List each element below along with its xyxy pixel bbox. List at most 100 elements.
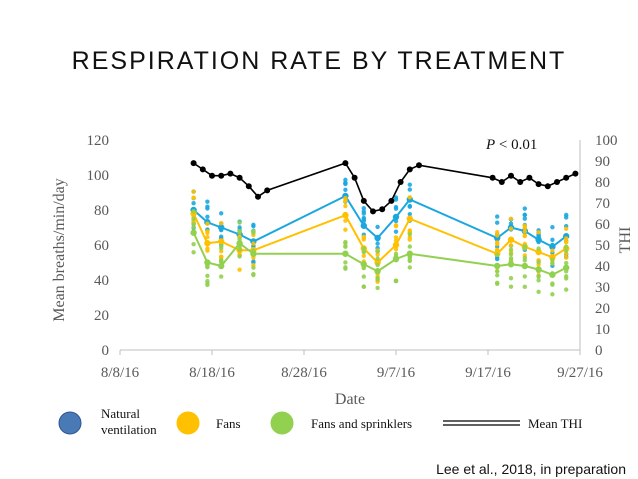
mean-point-mean-thi — [209, 172, 215, 179]
mean-point-natural-ventilation — [360, 222, 367, 229]
scatter-dot-fans-and-sprinklers — [251, 265, 256, 270]
x-tick-label: 8/8/16 — [101, 365, 140, 381]
scatter-dot-fans — [508, 226, 514, 231]
mean-point-natural-ventilation — [392, 213, 400, 221]
scatter-dot-fans-and-sprinklers — [393, 278, 399, 283]
scatter-dot-fans-and-sprinklers — [536, 246, 541, 251]
scatter-dot-fans-and-sprinklers — [219, 274, 224, 279]
legend-marker-fans-and-sprinklers — [270, 411, 294, 435]
scatter-dot-fans-and-sprinklers — [375, 262, 380, 268]
scatter-dot-fans — [343, 199, 348, 204]
y2-tick-label: 40 — [595, 259, 610, 275]
scatter-dot-fans-and-sprinklers — [205, 273, 210, 278]
scatter-dot-fans-and-sprinklers — [361, 249, 366, 254]
mean-point-fans-and-sprinklers — [374, 268, 381, 275]
mean-point-mean-thi — [563, 174, 570, 181]
y2-tick-label: 90 — [595, 154, 610, 170]
mean-point-fans-and-sprinklers — [190, 229, 197, 236]
mean-point-mean-thi — [535, 181, 542, 188]
x-tick-label: 9/27/16 — [557, 365, 603, 381]
scatter-dot-fans-and-sprinklers — [536, 289, 541, 295]
scatter-dot-fans — [522, 229, 527, 234]
x-axis-title: Date — [335, 391, 365, 408]
scatter-dot-fans — [564, 236, 569, 241]
legend-label-natural-ventilation: Natural ventilation — [101, 406, 157, 437]
scatter-dot-fans — [393, 235, 399, 240]
scatter-dot-fans — [407, 228, 412, 234]
mean-point-fans-and-sprinklers — [360, 261, 367, 268]
scatter-dot-fans — [564, 226, 569, 232]
scatter-dot-fans-and-sprinklers — [191, 250, 196, 255]
y2-tick-label: 20 — [595, 301, 610, 317]
scatter-dot-fans-and-sprinklers — [564, 260, 569, 266]
mean-point-fans-and-sprinklers — [494, 262, 501, 270]
scatter-dot-fans-and-sprinklers — [495, 273, 500, 278]
scatter-dot-fans-and-sprinklers — [564, 287, 569, 292]
mean-point-mean-thi — [508, 172, 514, 179]
scatter-dot-fans-and-sprinklers — [375, 256, 380, 261]
y2-axis-title: THI — [617, 227, 634, 254]
scatter-dot-fans-and-sprinklers — [237, 230, 242, 235]
series-line-fans-and-sprinklers — [192, 232, 567, 276]
significance-annotation: P < 0.01 — [485, 137, 537, 153]
y-tick-label: 60 — [94, 238, 109, 254]
scatter-dot-fans-and-sprinklers — [407, 244, 412, 249]
scatter-dot-fans-and-sprinklers — [508, 251, 514, 257]
scatter-dot-natural-ventilation — [393, 195, 399, 200]
scatter-dot-fans-and-sprinklers — [522, 258, 527, 263]
mean-point-fans — [218, 238, 225, 245]
scatter-dot-fans — [343, 203, 348, 209]
mean-point-mean-thi — [397, 179, 404, 185]
scatter-dot-natural-ventilation — [522, 216, 527, 221]
scatter-dot-fans — [205, 230, 210, 236]
mean-point-mean-thi — [388, 197, 395, 204]
scatter-dot-fans-and-sprinklers — [550, 281, 555, 286]
scatter-dot-fans-and-sprinklers — [522, 243, 527, 249]
mean-point-mean-thi — [526, 174, 533, 181]
scatter-dot-fans-and-sprinklers — [251, 271, 256, 277]
scatter-dot-natural-ventilation — [237, 225, 242, 230]
scatter-dot-fans-and-sprinklers — [508, 275, 514, 281]
mean-point-mean-thi — [199, 166, 206, 173]
scatter-dot-natural-ventilation — [550, 224, 555, 230]
y2-tick-label: 60 — [595, 217, 610, 233]
series-line-mean-thi — [193, 162, 576, 213]
scatter-dot-natural-ventilation — [407, 204, 412, 209]
scatter-dot-fans-and-sprinklers — [522, 274, 527, 279]
y-axis-title: Mean breaths/min/day — [51, 178, 68, 322]
mean-point-natural-ventilation — [535, 236, 542, 243]
scatter-dot-fans-and-sprinklers — [237, 254, 242, 259]
scatter-dot-natural-ventilation — [251, 222, 256, 228]
scatter-dot-fans — [508, 216, 514, 222]
scatter-dot-natural-ventilation — [393, 204, 399, 210]
scatter-dot-natural-ventilation — [251, 259, 256, 264]
scatter-dot-fans — [495, 241, 500, 247]
scatter-dot-fans — [522, 233, 527, 239]
legend-marker-fans — [176, 411, 200, 435]
scatter-dot-fans-and-sprinklers — [508, 247, 514, 252]
mean-point-fans-and-sprinklers — [342, 250, 349, 257]
mean-point-fans — [535, 248, 542, 256]
mean-point-mean-thi — [379, 206, 386, 213]
scatter-dot-fans — [343, 218, 348, 223]
mean-point-mean-thi — [342, 160, 349, 167]
scatter-dot-fans — [550, 248, 555, 253]
scatter-dot-natural-ventilation — [495, 214, 500, 219]
scatter-dot-fans-and-sprinklers — [564, 276, 569, 281]
mean-point-mean-thi — [351, 174, 358, 181]
scatter-dot-fans — [205, 248, 210, 253]
mean-point-mean-thi — [544, 183, 551, 190]
mean-point-fans-and-sprinklers — [549, 271, 556, 278]
scatter-dot-fans-and-sprinklers — [375, 249, 380, 254]
mean-point-fans-and-sprinklers — [507, 261, 515, 268]
scatter-dot-fans-and-sprinklers — [522, 284, 527, 290]
scatter-dot-fans — [343, 227, 348, 232]
mean-point-natural-ventilation — [549, 243, 556, 250]
scatter-dot-natural-ventilation — [407, 182, 412, 187]
mean-point-mean-thi — [255, 193, 261, 200]
scatter-dot-fans — [205, 234, 210, 240]
y-tick-label: 20 — [94, 308, 109, 324]
mean-point-mean-thi — [245, 183, 252, 190]
mean-point-mean-thi — [190, 160, 197, 167]
mean-point-mean-thi — [218, 172, 225, 179]
